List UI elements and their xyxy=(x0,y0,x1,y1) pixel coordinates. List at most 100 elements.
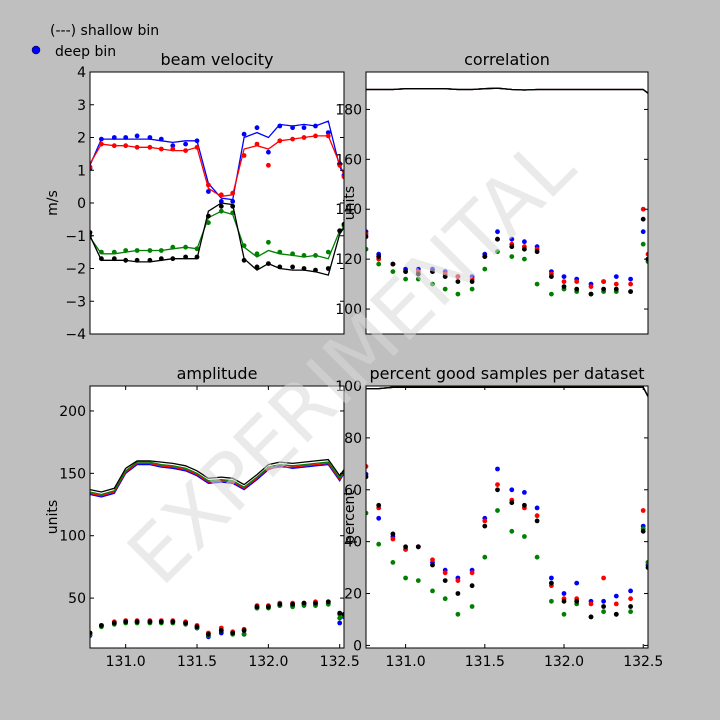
data-point xyxy=(241,153,247,158)
data-point xyxy=(183,148,189,154)
data-point xyxy=(415,578,421,583)
data-point xyxy=(522,502,527,508)
data-point xyxy=(158,619,164,625)
y-tick-label: 60 xyxy=(344,483,362,499)
data-point xyxy=(290,601,295,607)
data-point xyxy=(509,254,515,259)
data-point xyxy=(277,138,283,144)
data-point xyxy=(230,199,236,204)
data-point xyxy=(534,513,540,519)
data-point xyxy=(183,141,189,147)
data-point xyxy=(90,630,93,636)
data-point xyxy=(522,239,527,245)
data-point xyxy=(495,249,500,255)
data-point xyxy=(561,598,567,604)
data-point xyxy=(301,266,307,271)
data-point xyxy=(325,133,331,139)
data-point xyxy=(376,261,382,267)
panel-percent-good: 0 20 40 60 80 100 131.0 131.5 132.0 132.5 percent … xyxy=(335,364,663,670)
y-tick-label: 50 xyxy=(68,591,86,607)
data-point xyxy=(290,251,295,257)
y-tick-label: −4 xyxy=(65,327,86,343)
data-point xyxy=(442,286,448,292)
data-point xyxy=(455,578,461,583)
y-tick-label: 180 xyxy=(335,102,362,118)
x-tick-label: 132.5 xyxy=(623,654,663,670)
y-tick-label: 100 xyxy=(335,302,362,318)
plot-area xyxy=(90,120,344,276)
data-point xyxy=(147,619,153,625)
data-point xyxy=(123,143,129,149)
data-point xyxy=(206,220,211,226)
data-point xyxy=(170,256,176,262)
data-point xyxy=(455,291,461,297)
data-point xyxy=(613,611,619,617)
data-point xyxy=(482,254,488,259)
y-tick-label: 20 xyxy=(344,587,362,603)
data-point xyxy=(241,243,247,249)
panel-title: beam velocity xyxy=(160,50,273,69)
series-line-4 xyxy=(90,458,344,493)
y-tick-label: 4 xyxy=(77,65,86,81)
data-point xyxy=(341,174,344,180)
data-point xyxy=(601,609,606,615)
data-point xyxy=(482,523,488,529)
data-point xyxy=(194,246,200,252)
data-point xyxy=(495,487,500,493)
data-point xyxy=(628,276,633,282)
y-tick-label: −3 xyxy=(65,294,86,310)
data-point xyxy=(134,144,140,150)
data-point xyxy=(628,281,633,287)
plot-area xyxy=(90,458,344,640)
data-point xyxy=(601,598,606,604)
data-point xyxy=(495,508,500,513)
data-point xyxy=(301,125,307,131)
panels: −4 −3 −2 −1 0 1 2 3 4 beam velocity m/s 100 120 140 16… xyxy=(45,50,663,670)
data-point xyxy=(366,474,369,480)
data-point xyxy=(628,596,633,602)
data-point xyxy=(561,274,567,279)
y-tick-label: 80 xyxy=(344,431,362,447)
data-point xyxy=(588,291,594,297)
data-point xyxy=(277,123,283,129)
panel-correlation: 100 120 140 160 180 correlation units xyxy=(335,50,649,335)
y-tick-label: 160 xyxy=(335,152,362,168)
data-point xyxy=(482,266,488,272)
y-tick-label: 0 xyxy=(353,638,362,654)
data-point xyxy=(613,281,619,287)
axes-frame xyxy=(89,385,345,649)
data-point xyxy=(574,598,580,604)
data-point xyxy=(277,249,283,255)
data-point xyxy=(588,601,594,607)
data-point xyxy=(230,630,236,636)
plot-area xyxy=(366,386,648,620)
data-point xyxy=(601,286,606,292)
data-point xyxy=(206,182,211,188)
data-point xyxy=(341,221,344,227)
y-tick-label: 40 xyxy=(344,535,362,551)
data-point xyxy=(549,598,554,604)
panel-title: correlation xyxy=(464,50,550,69)
y-tick-label: 3 xyxy=(77,98,86,114)
data-point xyxy=(111,143,117,149)
data-point xyxy=(495,229,500,235)
data-point xyxy=(534,281,540,287)
data-point xyxy=(640,528,646,534)
data-point xyxy=(403,544,408,550)
data-point xyxy=(469,583,475,589)
data-point xyxy=(134,133,140,139)
data-point xyxy=(170,146,176,152)
data-point xyxy=(430,269,435,274)
data-point xyxy=(313,267,318,273)
data-point xyxy=(522,256,527,262)
data-point xyxy=(640,508,646,513)
data-point xyxy=(170,143,176,149)
data-point xyxy=(158,248,164,253)
data-point xyxy=(509,528,515,534)
data-point xyxy=(376,254,382,259)
data-point xyxy=(337,228,343,234)
y-tick-label: 140 xyxy=(335,202,362,218)
data-point xyxy=(290,136,295,142)
data-point xyxy=(313,123,318,129)
